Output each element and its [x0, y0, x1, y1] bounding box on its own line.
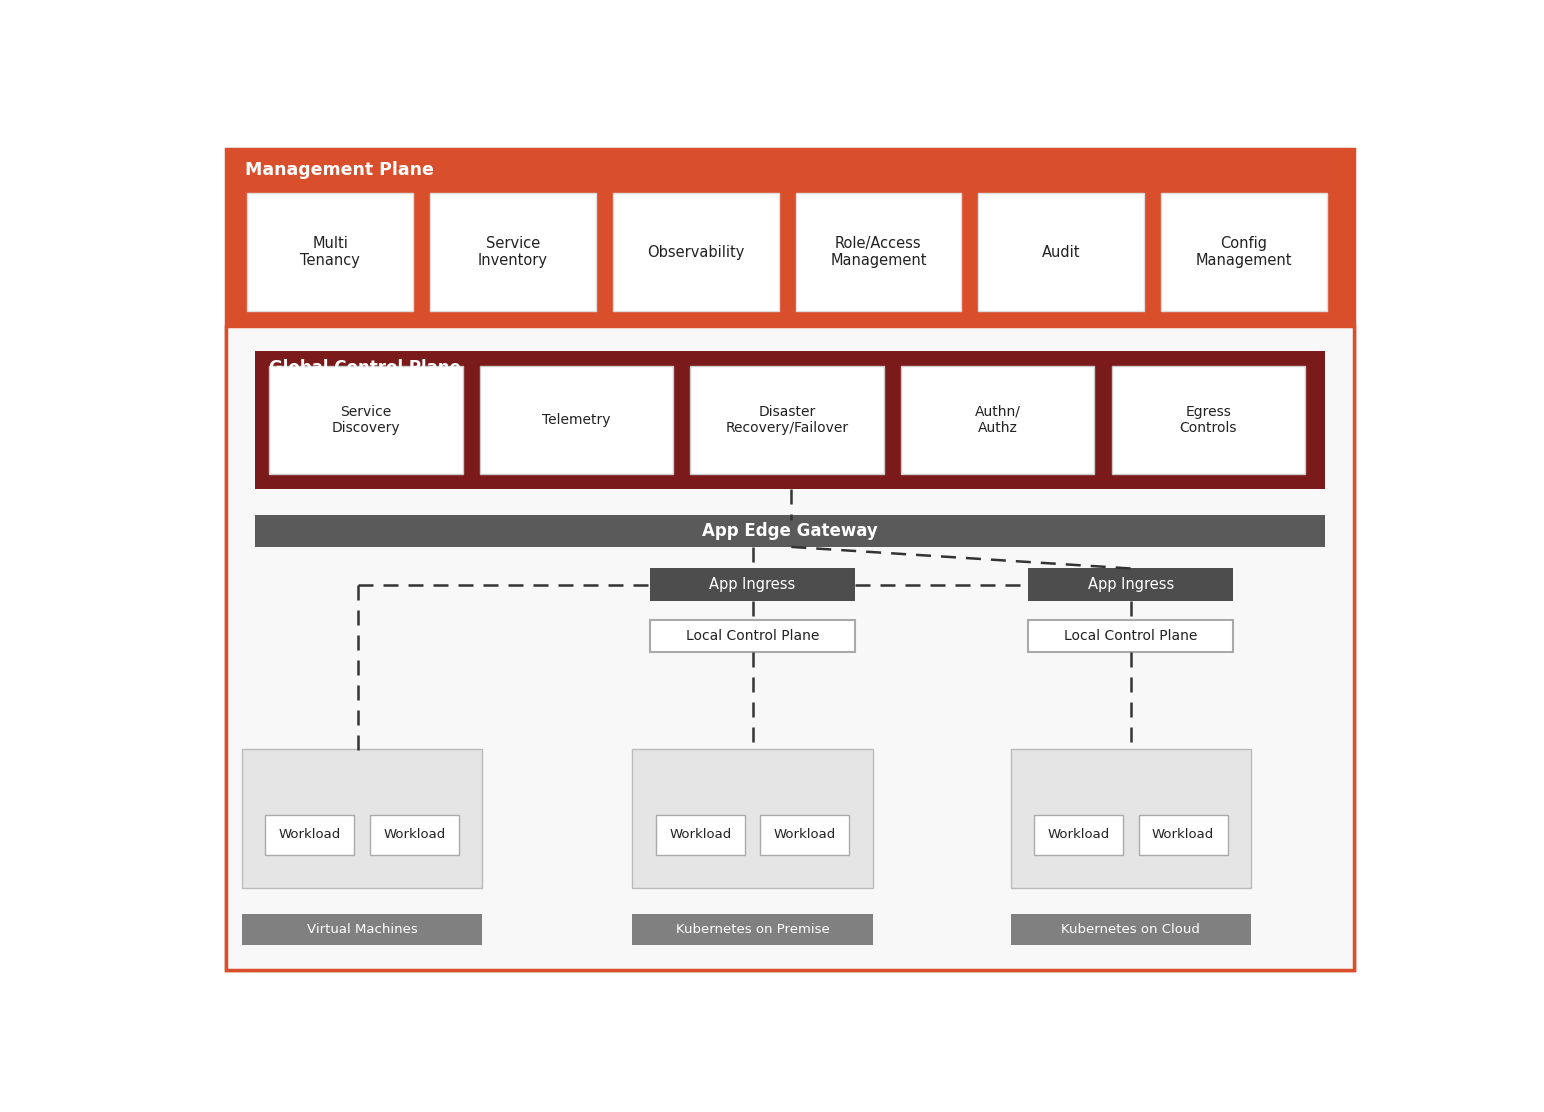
Text: Kubernetes on Premise: Kubernetes on Premise: [676, 923, 829, 936]
Bar: [269, 366, 463, 474]
Text: Observability: Observability: [647, 245, 744, 259]
Bar: [650, 620, 855, 653]
Text: Workload: Workload: [669, 828, 732, 842]
Text: Workload: Workload: [278, 828, 341, 842]
Text: Management Plane: Management Plane: [245, 161, 434, 179]
Bar: [656, 815, 744, 855]
Bar: [1112, 366, 1305, 474]
Bar: [1011, 749, 1251, 888]
Text: Service
Discovery: Service Discovery: [332, 405, 400, 435]
Bar: [1028, 620, 1234, 653]
Text: Multi
Tenancy: Multi Tenancy: [300, 236, 360, 268]
Text: Global Control Plane: Global Control Plane: [269, 358, 460, 377]
Bar: [690, 366, 883, 474]
Text: Workload: Workload: [1152, 828, 1214, 842]
Text: Role/Access
Management: Role/Access Management: [831, 236, 926, 268]
Text: Telemetry: Telemetry: [542, 413, 610, 427]
Bar: [633, 914, 872, 945]
Bar: [900, 366, 1095, 474]
Bar: [1138, 815, 1227, 855]
Bar: [1161, 193, 1326, 310]
Bar: [480, 366, 673, 474]
Text: Workload: Workload: [1047, 828, 1110, 842]
Bar: [242, 914, 482, 945]
Bar: [979, 193, 1144, 310]
Bar: [255, 515, 1325, 547]
Text: Egress
Controls: Egress Controls: [1180, 405, 1237, 435]
Bar: [760, 815, 849, 855]
Text: Local Control Plane: Local Control Plane: [1064, 629, 1198, 643]
Text: Disaster
Recovery/Failover: Disaster Recovery/Failover: [726, 405, 849, 435]
Text: Config
Management: Config Management: [1195, 236, 1292, 268]
Bar: [266, 815, 354, 855]
Text: Workload: Workload: [774, 828, 835, 842]
Bar: [225, 326, 1354, 971]
Bar: [633, 749, 872, 888]
Text: Kubernetes on Cloud: Kubernetes on Cloud: [1061, 923, 1200, 936]
Bar: [613, 193, 778, 310]
Text: Authn/
Authz: Authn/ Authz: [974, 405, 1021, 435]
Text: Local Control Plane: Local Control Plane: [686, 629, 820, 643]
Bar: [795, 193, 962, 310]
Text: App Ingress: App Ingress: [709, 577, 795, 593]
Text: App Ingress: App Ingress: [1087, 577, 1173, 593]
Bar: [247, 193, 412, 310]
Bar: [255, 350, 1325, 489]
Bar: [1034, 815, 1122, 855]
Text: Service
Inventory: Service Inventory: [479, 236, 548, 268]
Bar: [650, 568, 855, 600]
Text: App Edge Gateway: App Edge Gateway: [703, 522, 877, 539]
Bar: [242, 749, 482, 888]
Text: Virtual Machines: Virtual Machines: [307, 923, 417, 936]
Bar: [431, 193, 596, 310]
Bar: [1028, 568, 1234, 600]
Bar: [369, 815, 459, 855]
Bar: [1011, 914, 1251, 945]
Bar: [225, 149, 1354, 326]
Text: Audit: Audit: [1042, 245, 1081, 259]
Text: Workload: Workload: [383, 828, 445, 842]
